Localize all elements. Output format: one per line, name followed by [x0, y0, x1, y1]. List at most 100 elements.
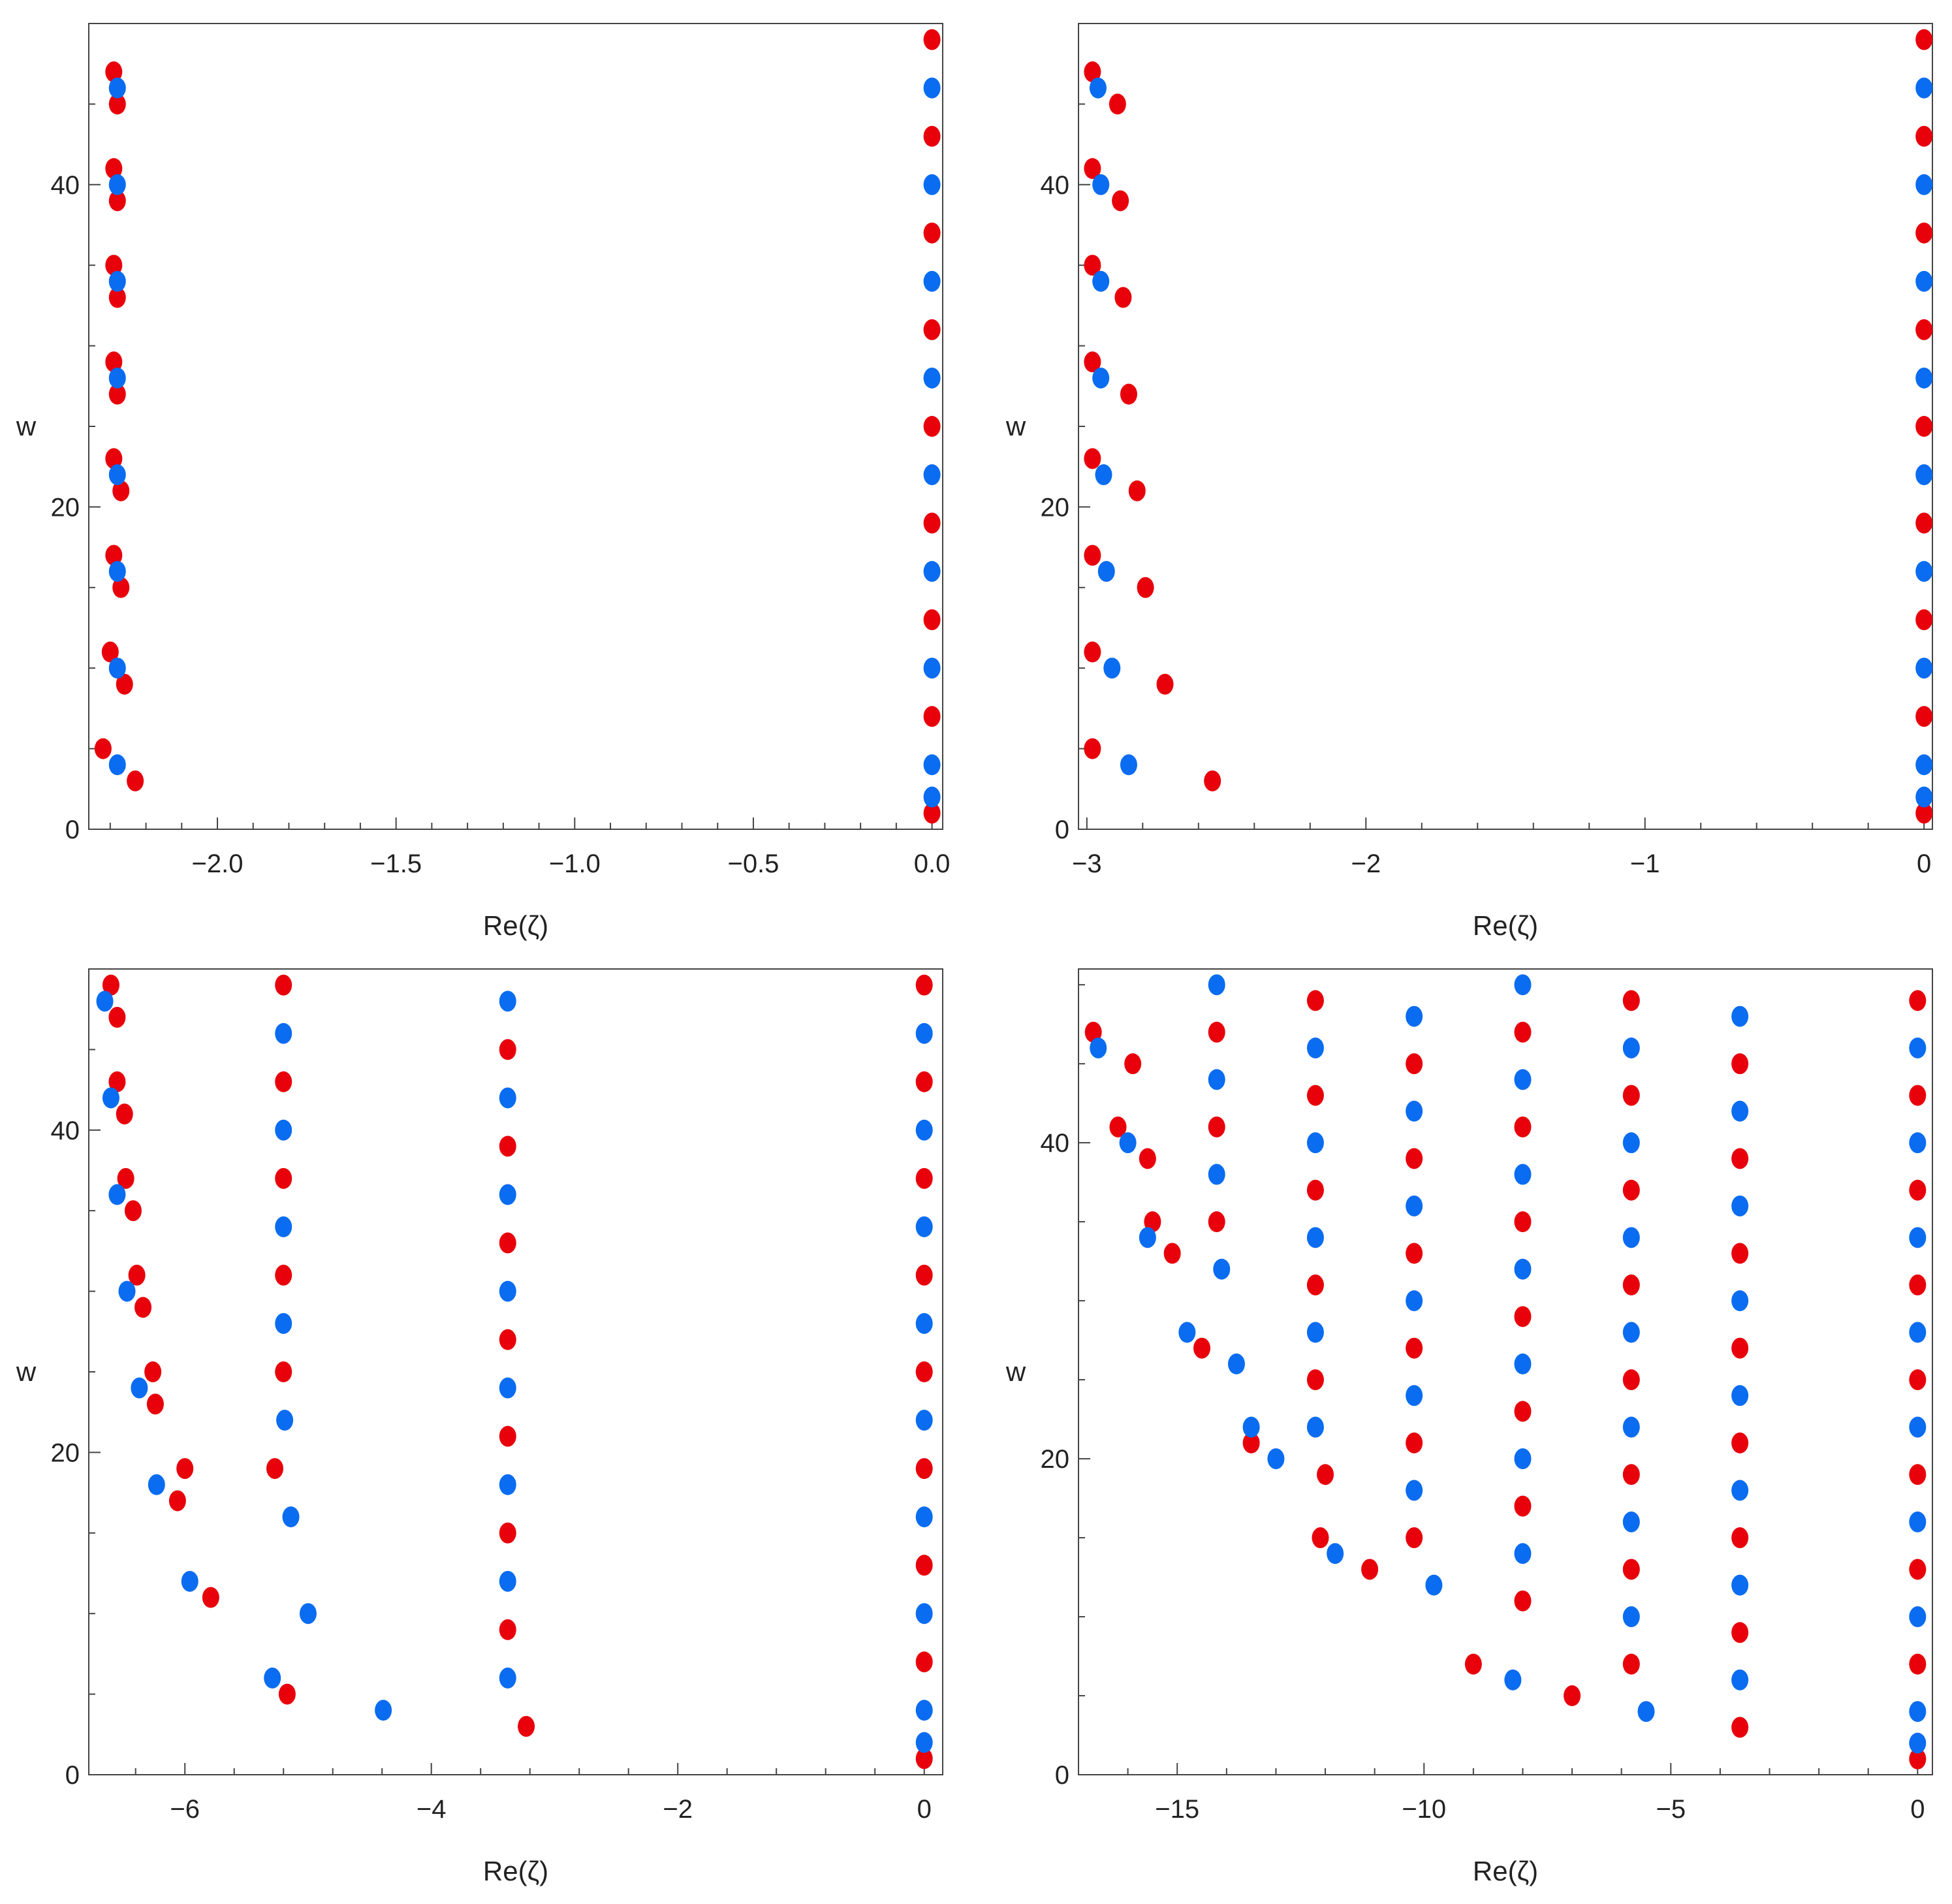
- red-point: [1514, 1306, 1532, 1327]
- blue-point: [1208, 974, 1225, 996]
- red-point: [275, 1264, 292, 1286]
- panel-4: −15 −10 −5 0 0 20 40 Re(ζ) w: [1005, 968, 1933, 1886]
- red-point: [1622, 1369, 1640, 1391]
- blue-point: [181, 1570, 198, 1592]
- y-tick-label: 0: [1055, 1761, 1069, 1790]
- blue-point: [1915, 174, 1933, 195]
- red-point: [105, 158, 123, 180]
- red-point: [1514, 1401, 1532, 1422]
- blue-point: [1731, 1100, 1749, 1122]
- red-point: [127, 770, 144, 791]
- blue-point: [1915, 786, 1933, 808]
- blue-point: [1637, 1701, 1655, 1722]
- red-point: [1915, 319, 1933, 340]
- red-point: [915, 1555, 933, 1576]
- y-axis-label: w: [1005, 1356, 1026, 1387]
- red-point: [1406, 1527, 1423, 1549]
- blue-point: [915, 1700, 933, 1721]
- red-point: [923, 802, 941, 824]
- red-point: [1915, 416, 1933, 437]
- blue-point: [275, 1023, 292, 1044]
- blue-point: [915, 1023, 933, 1044]
- red-point: [1114, 287, 1132, 308]
- red-point: [101, 641, 119, 663]
- blue-point: [1731, 1006, 1749, 1027]
- x-tick-label: 0.0: [914, 849, 951, 878]
- blue-point: [1514, 1069, 1532, 1090]
- red-point: [1124, 1053, 1142, 1075]
- red-point: [923, 319, 941, 340]
- blue-point: [131, 1377, 148, 1399]
- blue-point: [499, 1184, 516, 1205]
- y-tick-label: 40: [1041, 1129, 1070, 1158]
- red-point: [1622, 1464, 1640, 1485]
- blue-point: [1909, 1606, 1927, 1628]
- red-point: [108, 93, 126, 115]
- blue-point: [1622, 1511, 1640, 1532]
- red-point: [915, 1264, 933, 1286]
- x-axis-label: Re(ζ): [483, 910, 548, 941]
- red-point: [1156, 673, 1174, 695]
- blue-point: [1092, 174, 1110, 195]
- red-point: [1163, 1243, 1181, 1264]
- series-blue: [96, 991, 933, 1753]
- blue-point: [1731, 1574, 1749, 1596]
- blue-point: [1327, 1543, 1344, 1564]
- blue-point: [499, 1667, 516, 1689]
- blue-point: [276, 1410, 294, 1431]
- y-tick-label: 20: [51, 1438, 80, 1467]
- red-point: [275, 974, 292, 996]
- red-point: [105, 255, 123, 276]
- red-point: [499, 1522, 516, 1544]
- x-tick-label: 0: [1917, 849, 1931, 878]
- blue-point: [1242, 1416, 1260, 1438]
- panel-1: −2.0 −1.5 −1.0 −0.5 0.0 0 20 40 Re(ζ) w: [16, 23, 951, 941]
- red-point: [1406, 1053, 1423, 1075]
- plot-frame: [1078, 968, 1933, 1775]
- x-tick-label: 0: [917, 1795, 932, 1824]
- red-point: [915, 1458, 933, 1480]
- red-point: [1242, 1432, 1260, 1453]
- blue-point: [1915, 658, 1933, 679]
- red-point: [1731, 1148, 1749, 1169]
- blue-point: [1208, 1164, 1225, 1185]
- blue-point: [923, 464, 941, 486]
- x-tick-label: −6: [170, 1795, 200, 1824]
- red-point: [499, 1425, 516, 1447]
- blue-point: [1915, 270, 1933, 292]
- blue-point: [1915, 754, 1933, 776]
- red-point: [1139, 1148, 1156, 1169]
- blue-point: [1622, 1227, 1640, 1248]
- red-point: [1204, 770, 1221, 791]
- red-point: [1406, 1432, 1423, 1453]
- red-point: [915, 1071, 933, 1092]
- red-point: [1731, 1527, 1749, 1549]
- red-point: [1731, 1337, 1749, 1359]
- blue-point: [1731, 1480, 1749, 1501]
- red-point: [1464, 1653, 1482, 1675]
- blue-point: [499, 1570, 516, 1592]
- x-tick-label: −5: [1656, 1795, 1686, 1824]
- red-point: [1084, 255, 1101, 276]
- red-point: [134, 1297, 152, 1318]
- red-point: [1208, 1116, 1225, 1137]
- red-point: [1909, 990, 1927, 1011]
- y-tick-label: 0: [1055, 816, 1069, 844]
- x-tick-label: −3: [1072, 849, 1102, 878]
- y-tick-label: 40: [51, 171, 80, 200]
- red-point: [1909, 1653, 1927, 1675]
- series-red: [94, 29, 941, 824]
- blue-point: [1909, 1511, 1927, 1532]
- plot-frame: [1078, 23, 1933, 830]
- red-point: [1120, 383, 1137, 405]
- blue-point: [923, 367, 941, 389]
- blue-point: [1622, 1132, 1640, 1154]
- blue-point: [108, 754, 126, 776]
- red-point: [1915, 513, 1933, 534]
- red-point: [1406, 1243, 1423, 1264]
- blue-point: [108, 367, 126, 389]
- blue-point: [1139, 1227, 1156, 1248]
- red-point: [102, 974, 119, 996]
- blue-point: [275, 1119, 292, 1141]
- blue-point: [1227, 1353, 1245, 1374]
